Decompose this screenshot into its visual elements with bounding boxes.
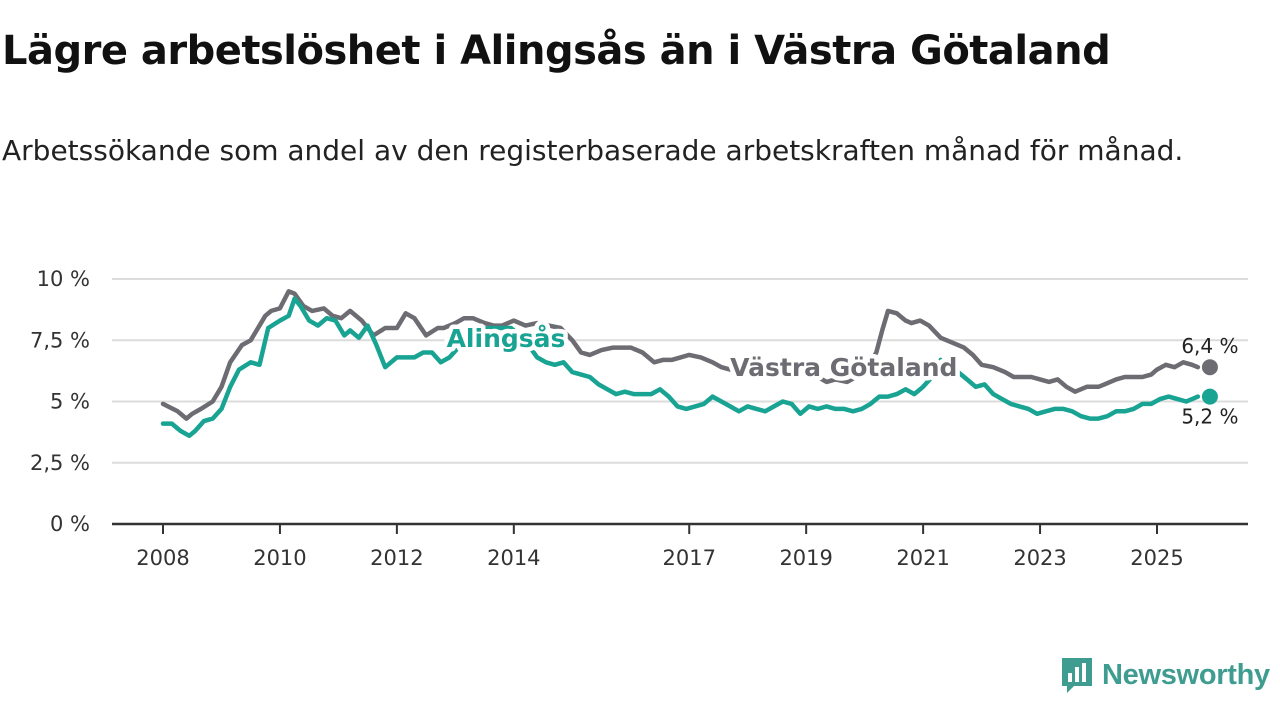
series-label-alingsas: Alingsås — [447, 324, 566, 353]
chart-subtitle: Arbetssökande som andel av den registerb… — [2, 134, 1184, 167]
x-tick-label: 2014 — [487, 546, 540, 570]
label-layer: 6,4 % 5,2 % Västra Götaland Alingsås — [442, 319, 1238, 429]
newsworthy-logo-icon — [1062, 658, 1092, 693]
chart-title: Lägre arbetslöshet i Alingsås än i Västr… — [2, 28, 1111, 74]
series-line-vastra-gotaland — [160, 289, 1201, 421]
grid-layer — [112, 278, 1248, 464]
x-tick-label: 2025 — [1130, 546, 1183, 570]
brand-name: Newsworthy — [1102, 658, 1270, 691]
x-tick-label: 2008 — [136, 546, 189, 570]
y-tick-label: 10 % — [37, 267, 90, 291]
axis-layer: 0 % 2,5 % 5 % 7,5 % 10 % 2008 2010 2012 2014 2017… — [30, 267, 1248, 570]
y-tick-label: 0 % — [50, 512, 90, 536]
x-tick-label: 2023 — [1013, 546, 1066, 570]
x-tick-label: 2019 — [779, 546, 832, 570]
series-layer — [160, 289, 1218, 439]
end-value-label: 5,2 % — [1181, 405, 1238, 429]
series-end-marker — [1201, 388, 1218, 405]
series-label-vastra-gotaland: Västra Götaland — [730, 353, 957, 382]
series-end-marker — [1201, 359, 1218, 376]
newsworthy-logo: Newsworthy — [1060, 656, 1270, 694]
x-tick-label: 2021 — [896, 546, 949, 570]
y-tick-label: 2,5 % — [30, 451, 90, 475]
y-tick-label: 7,5 % — [30, 328, 90, 352]
series-line-alingsas — [160, 296, 1201, 439]
x-tick-label: 2010 — [253, 546, 306, 570]
x-tick-label: 2017 — [663, 546, 716, 570]
end-value-label: 6,4 % — [1181, 334, 1238, 358]
y-tick-label: 5 % — [50, 390, 90, 414]
x-tick-label: 2012 — [370, 546, 423, 570]
